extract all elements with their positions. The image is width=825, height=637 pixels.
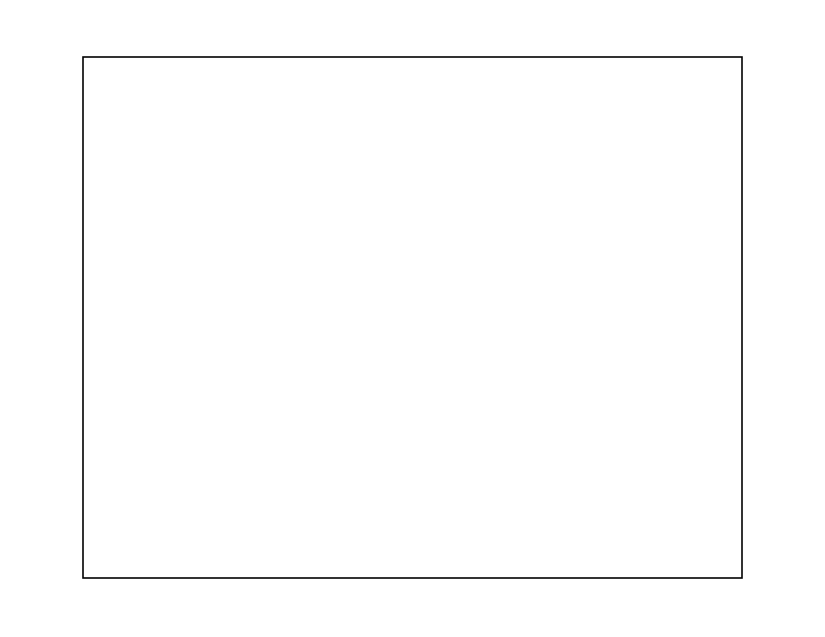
map-area bbox=[82, 56, 743, 579]
map-border bbox=[82, 56, 743, 579]
title-block bbox=[0, 0, 825, 2]
